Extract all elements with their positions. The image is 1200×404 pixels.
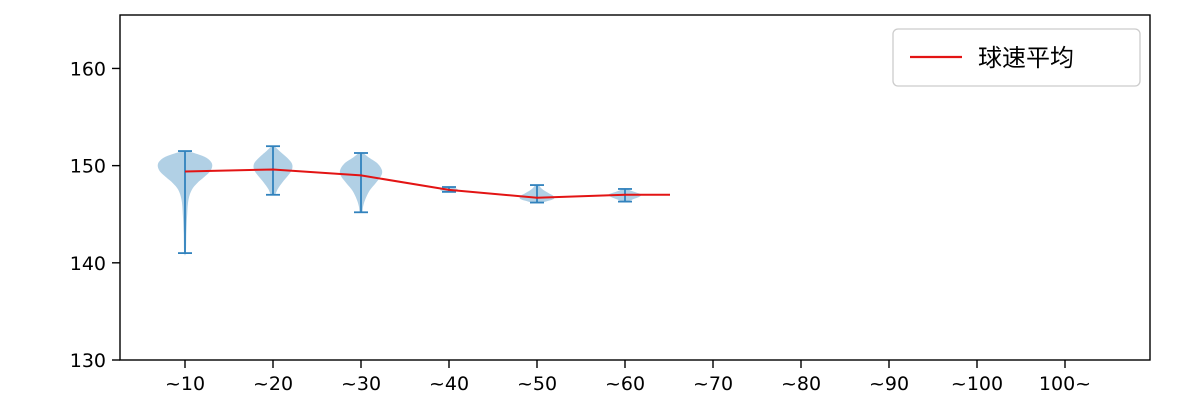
x-tick-label: ~100 [951, 373, 1003, 395]
x-tick-label: ~10 [165, 373, 205, 395]
y-tick-label: 160 [70, 58, 106, 80]
x-tick-label: ~90 [869, 373, 909, 395]
plot-layer: 130 140 150 160 ~10 ~20 ~30 ~40 ~50 ~60 ~70 ~80 ~90 ~… [70, 14, 1151, 395]
x-tick-label: ~50 [517, 373, 557, 395]
x-tick-label: ~20 [253, 373, 293, 395]
legend-frame [892, 28, 1141, 87]
x-tick-label: ~80 [781, 373, 821, 395]
x-tick-label: ~40 [429, 373, 469, 395]
legend-label: 球速平均 [978, 44, 1074, 72]
y-tick-label: 140 [70, 253, 106, 275]
plot-box [119, 14, 1151, 361]
x-tick-label: ~30 [341, 373, 381, 395]
y-tick-label: 130 [70, 350, 106, 372]
legend: 球速平均 [892, 28, 1141, 87]
y-tick-label: 150 [70, 156, 106, 178]
x-tick-label: 100~ [1039, 373, 1091, 395]
mean-line [184, 168, 670, 199]
x-tick-label: ~60 [605, 373, 645, 395]
x-tick-label: ~70 [693, 373, 733, 395]
